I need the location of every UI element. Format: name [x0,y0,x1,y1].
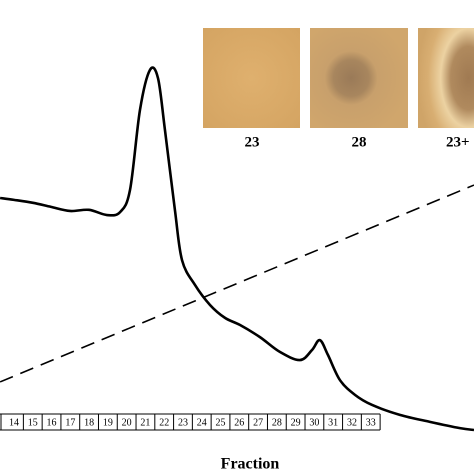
x-tick-label: 32 [347,417,357,428]
x-tick-label: 19 [103,417,113,428]
x-tick-label: 20 [122,417,132,428]
x-tick-label: 21 [140,417,150,428]
x-tick-label: 23 [178,417,188,428]
dashed-line [0,184,474,383]
x-tick-label: 31 [328,417,338,428]
inset-label: 23+ [446,134,470,150]
x-tick-label: 29 [291,417,301,428]
inset-image [418,28,474,128]
x-tick-label: 24 [197,417,207,428]
x-tick-label: 27 [253,417,263,428]
curve [0,66,474,432]
inset-image [203,28,300,128]
x-tick-label: 30 [309,417,319,428]
inset-label: 23 [245,134,260,150]
x-tick-label: 14 [9,417,19,428]
x-tick-label: 33 [366,417,376,428]
x-tick-label: 16 [47,417,57,428]
x-tick-label: 15 [28,417,38,428]
x-tick-label: 25 [216,417,226,428]
x-tick-label: 26 [234,417,244,428]
inset-label: 28 [352,134,367,150]
x-tick-label: 28 [272,417,282,428]
x-tick-label: 17 [65,417,75,428]
inset-image [310,28,408,128]
x-tick-label: 18 [84,417,94,428]
x-tick-label: 22 [159,417,169,428]
x-axis-title: Fraction [221,456,280,473]
